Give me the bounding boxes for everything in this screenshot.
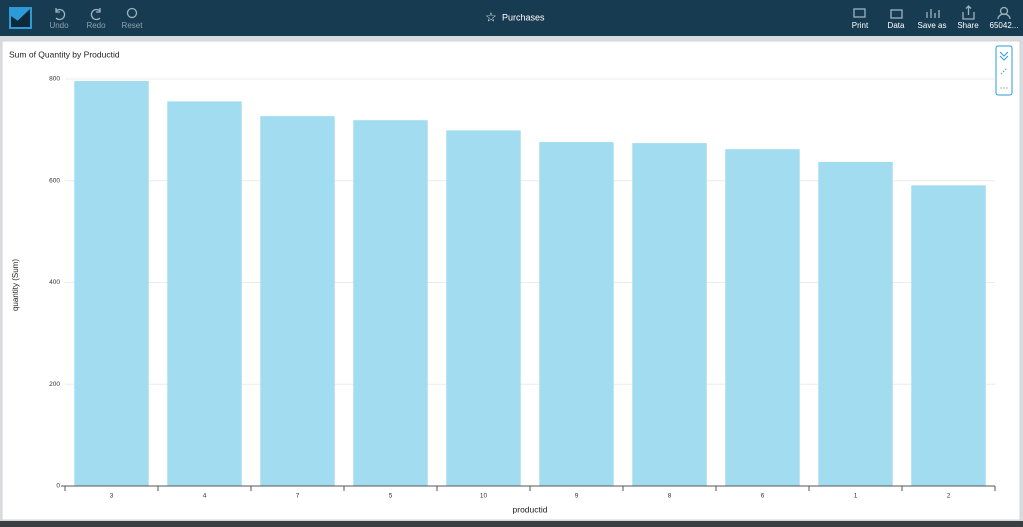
x-tick-label: 2 <box>947 493 951 500</box>
x-tick-label: 7 <box>296 493 300 500</box>
x-tick-label: 1 <box>854 493 858 500</box>
bar <box>353 120 428 487</box>
toolbar-button[interactable]: Undo <box>49 21 69 30</box>
bottom-bar <box>0 521 1023 527</box>
bar <box>725 149 800 486</box>
y-axis-label: quantity (Sum) <box>11 259 20 311</box>
toolbar-button[interactable]: Save as <box>918 21 947 30</box>
toolbar-button[interactable]: Data <box>888 21 905 30</box>
toolbar-button[interactable]: Reset <box>122 21 144 30</box>
y-tick-label: 600 <box>49 177 60 184</box>
sheet-title: Purchases <box>502 12 545 22</box>
toolbar-labels: Undo Redo Reset Purchases Print Data Save as Sh… <box>49 12 1018 30</box>
y-tick-label: 200 <box>49 381 60 388</box>
bar <box>539 142 614 486</box>
visual-menu: ··· <box>995 45 1013 96</box>
toolbar-button[interactable]: Share <box>957 21 979 30</box>
x-tick-label: 5 <box>389 493 393 500</box>
y-tick-label: 0 <box>56 483 60 490</box>
x-tick-label: 6 <box>761 493 765 500</box>
bar <box>818 161 893 486</box>
toolbar-button[interactable]: Redo <box>86 21 106 30</box>
toolbar-icons: ☆ <box>55 5 1011 24</box>
bar <box>74 81 149 486</box>
x-tick-label: 3 <box>110 493 114 500</box>
x-axis-label: productid <box>513 504 548 514</box>
bar <box>167 101 242 486</box>
bar <box>260 116 335 487</box>
x-tick-label: 8 <box>668 493 672 500</box>
x-tick-label: 4 <box>203 493 207 500</box>
bar <box>911 185 986 487</box>
x-tick-label: 9 <box>575 493 579 500</box>
chart-title: Sum of Quantity by Productid <box>9 49 120 59</box>
y-tick-label: 400 <box>49 279 60 286</box>
y-tick-label: 800 <box>49 76 60 83</box>
toolbar-button[interactable]: Print <box>852 21 869 30</box>
logo <box>9 7 32 29</box>
x-tick-label: 10 <box>480 493 488 500</box>
svg-text:☆: ☆ <box>485 9 497 24</box>
toolbar-button[interactable]: 65042... <box>990 21 1019 30</box>
svg-text:···: ··· <box>1000 82 1009 92</box>
bar <box>446 130 521 487</box>
toolbar <box>0 0 1023 36</box>
bar <box>632 143 707 487</box>
